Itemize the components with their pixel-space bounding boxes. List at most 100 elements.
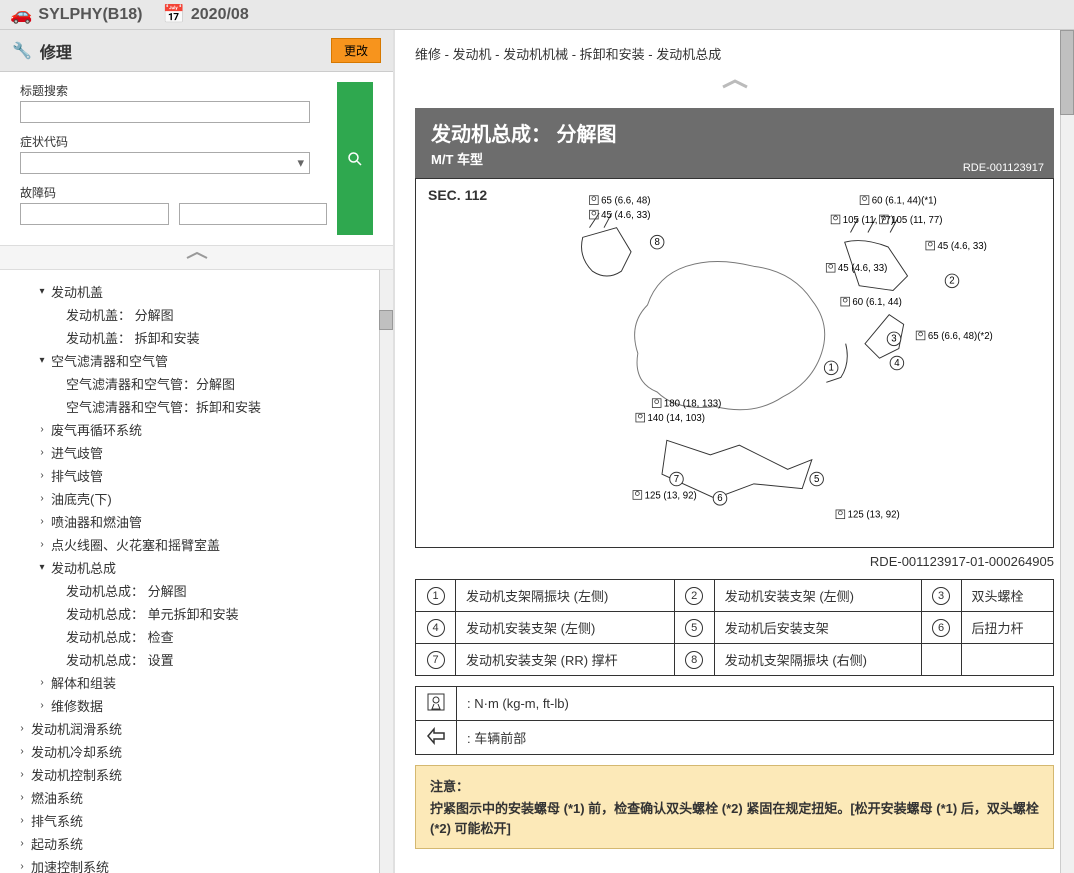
svg-text:7: 7 bbox=[674, 474, 679, 485]
content-pane: 维修 - 发动机 - 发动机机械 - 拆卸和安装 - 发动机总成 发动机总成： … bbox=[395, 30, 1074, 873]
svg-text:4: 4 bbox=[894, 358, 900, 369]
title-search-input[interactable] bbox=[20, 101, 310, 123]
tree-item[interactable]: ›点火线圈、火花塞和摇臂室盖 bbox=[0, 534, 393, 555]
tree-toggle-icon[interactable]: › bbox=[15, 815, 29, 826]
torque-legend: : N·m (kg-m, ft-lb) bbox=[457, 687, 1054, 721]
tree-item[interactable]: ›加速控制系统 bbox=[0, 856, 393, 873]
part-name bbox=[961, 644, 1054, 676]
tree-item[interactable]: ›废气再循环系统 bbox=[0, 419, 393, 440]
note-text: 拧紧图示中的安装螺母 (*1) 前，检查确认双头螺栓 (*2) 紧固在规定扭矩。… bbox=[430, 799, 1039, 838]
car-icon: 🚗 bbox=[10, 4, 32, 25]
tree-label: 空气滤清器和空气管：拆卸和安装 bbox=[66, 397, 261, 416]
tree-item[interactable]: ›排气系统 bbox=[0, 810, 393, 831]
tree-item[interactable]: 发动机盖： 分解图 bbox=[0, 304, 393, 325]
tree-item[interactable]: 发动机盖： 拆卸和安装 bbox=[0, 327, 393, 348]
tree-scroll-thumb[interactable] bbox=[379, 310, 393, 330]
sidebar-title: 🔧 修理 bbox=[12, 39, 72, 63]
tree-item[interactable]: 发动机总成： 检查 bbox=[0, 626, 393, 647]
sidebar: 🔧 修理 更改 标题搜索 症状代码 故障码 bbox=[0, 30, 395, 873]
tree-label: 发动机总成： 设置 bbox=[66, 650, 174, 669]
tree-toggle-icon[interactable]: › bbox=[15, 723, 29, 734]
tree-item[interactable]: ▾空气滤清器和空气管 bbox=[0, 350, 393, 371]
tree-toggle-icon[interactable]: › bbox=[35, 470, 49, 481]
wrench-icon: 🔧 bbox=[12, 41, 32, 61]
part-name: 发动机安装支架 (左侧) bbox=[456, 612, 675, 644]
tree-label: 进气歧管 bbox=[51, 443, 103, 462]
tree-toggle-icon[interactable]: › bbox=[15, 792, 29, 803]
tree-toggle-icon[interactable]: › bbox=[15, 746, 29, 757]
tree-item[interactable]: ›排气歧管 bbox=[0, 465, 393, 486]
tree-item[interactable]: ▾发动机总成 bbox=[0, 557, 393, 578]
fault-input-1[interactable] bbox=[20, 203, 169, 225]
content-collapse[interactable] bbox=[395, 73, 1074, 98]
tree-item[interactable]: ›发动机冷却系统 bbox=[0, 741, 393, 762]
vehicle-info: 🚗 SYLPHY(B18) bbox=[10, 4, 142, 25]
tree-label: 发动机冷却系统 bbox=[31, 742, 122, 761]
part-number: 5 bbox=[674, 612, 714, 644]
fault-input-2[interactable] bbox=[179, 203, 328, 225]
tree-label: 发动机润滑系统 bbox=[31, 719, 122, 738]
svg-text:6: 6 bbox=[717, 493, 722, 504]
parts-table: 1发动机支架隔振块 (左侧)2发动机安装支架 (左侧)3双头螺栓4发动机安装支架… bbox=[415, 579, 1054, 676]
tree-item[interactable]: ▾发动机盖 bbox=[0, 281, 393, 302]
tree-item[interactable]: ›喷油器和燃油管 bbox=[0, 511, 393, 532]
date-value: 2020/08 bbox=[191, 6, 249, 24]
tree-toggle-icon[interactable]: › bbox=[35, 447, 49, 458]
tree-toggle-icon[interactable]: ▾ bbox=[35, 355, 49, 366]
part-name: 发动机后安装支架 bbox=[714, 612, 921, 644]
vehicle-name: SYLPHY(B18) bbox=[38, 6, 142, 24]
svg-text:3: 3 bbox=[891, 334, 896, 345]
tree-toggle-icon[interactable]: › bbox=[15, 838, 29, 849]
tree-toggle-icon[interactable]: › bbox=[15, 861, 29, 872]
search-icon bbox=[346, 150, 364, 168]
tree-toggle-icon[interactable]: › bbox=[35, 424, 49, 435]
tree-toggle-icon[interactable]: ▾ bbox=[35, 562, 49, 573]
tree-item[interactable]: ›燃油系统 bbox=[0, 787, 393, 808]
tree-toggle-icon[interactable]: › bbox=[35, 516, 49, 527]
date-info: 📅 2020/08 bbox=[162, 4, 248, 25]
sidebar-collapse[interactable] bbox=[0, 245, 393, 270]
tree-item[interactable]: ›解体和组装 bbox=[0, 672, 393, 693]
part-number: 7 bbox=[416, 644, 456, 676]
symptom-select[interactable] bbox=[20, 152, 310, 174]
tree-item[interactable]: ›发动机润滑系统 bbox=[0, 718, 393, 739]
tree-item[interactable]: ›油底壳(下) bbox=[0, 488, 393, 509]
tree-toggle-icon[interactable]: › bbox=[15, 769, 29, 780]
tree-item[interactable]: ›发动机控制系统 bbox=[0, 764, 393, 785]
tree-toggle-icon[interactable]: › bbox=[35, 677, 49, 688]
tree-label: 喷油器和燃油管 bbox=[51, 512, 142, 531]
note-box: 注意： 拧紧图示中的安装螺母 (*1) 前，检查确认双头螺栓 (*2) 紧固在规… bbox=[415, 765, 1054, 849]
calendar-icon: 📅 bbox=[162, 4, 184, 25]
tree-item[interactable]: 发动机总成： 设置 bbox=[0, 649, 393, 670]
tree-label: 发动机盖 bbox=[51, 282, 103, 301]
tree-item[interactable]: ›维修数据 bbox=[0, 695, 393, 716]
tree-toggle-icon[interactable]: › bbox=[35, 539, 49, 550]
tree-label: 发动机盖： 分解图 bbox=[66, 305, 174, 324]
tree-toggle-icon[interactable]: › bbox=[35, 700, 49, 711]
tree-item[interactable]: 空气滤清器和空气管：分解图 bbox=[0, 373, 393, 394]
tree-toggle-icon[interactable]: › bbox=[35, 493, 49, 504]
part-number: 4 bbox=[416, 612, 456, 644]
search-button[interactable] bbox=[337, 82, 373, 235]
change-button[interactable]: 更改 bbox=[331, 38, 381, 63]
tree-item[interactable]: ›起动系统 bbox=[0, 833, 393, 854]
diagram-ref: RDE-001123917-01-000264905 bbox=[415, 554, 1054, 569]
content-scrollbar[interactable] bbox=[1060, 30, 1074, 873]
content-scroll-thumb[interactable] bbox=[1060, 30, 1074, 115]
tree-label: 发动机总成： 检查 bbox=[66, 627, 174, 646]
note-title: 注意： bbox=[430, 776, 1039, 795]
tree-toggle-icon[interactable]: ▾ bbox=[35, 286, 49, 297]
diagram-header: 发动机总成： 分解图 M/T 车型 RDE-001123917 bbox=[415, 108, 1054, 178]
svg-text:1: 1 bbox=[828, 363, 833, 374]
tree-scrollbar[interactable] bbox=[379, 270, 393, 873]
tree-item[interactable]: ›进气歧管 bbox=[0, 442, 393, 463]
symptom-label: 症状代码 bbox=[20, 133, 327, 150]
tree-item[interactable]: 发动机总成： 单元拆卸和安装 bbox=[0, 603, 393, 624]
part-name: 双头螺栓 bbox=[961, 580, 1054, 612]
tree-item[interactable]: 发动机总成： 分解图 bbox=[0, 580, 393, 601]
tree-label: 解体和组装 bbox=[51, 673, 116, 692]
tree-item[interactable]: 空气滤清器和空气管：拆卸和安装 bbox=[0, 396, 393, 417]
exploded-diagram: 65 (6.6, 48)45 (4.6, 33)60 (6.1, 44)(*1)… bbox=[426, 189, 1043, 537]
part-number: 1 bbox=[416, 580, 456, 612]
tree-label: 空气滤清器和空气管 bbox=[51, 351, 168, 370]
